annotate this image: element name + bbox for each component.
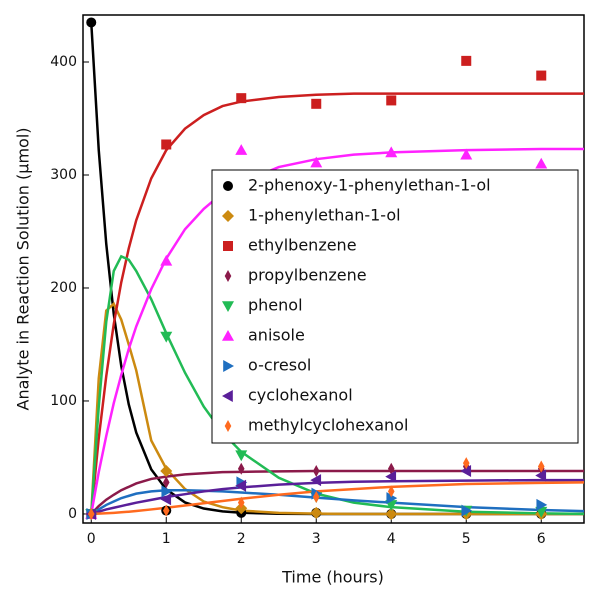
point xyxy=(460,148,473,160)
legend-marker xyxy=(222,301,234,312)
y-tick-label: 100 xyxy=(50,393,77,409)
legend-label: ethylbenzene xyxy=(248,236,357,255)
legend-marker xyxy=(223,181,233,191)
y-tick-label: 300 xyxy=(50,167,77,183)
point xyxy=(312,465,320,478)
point xyxy=(387,462,395,475)
y-tick-label: 0 xyxy=(68,506,77,522)
point xyxy=(537,460,545,473)
legend-label: 1-phenylethan-1-ol xyxy=(248,206,401,225)
legend-marker xyxy=(224,270,232,282)
point xyxy=(86,17,97,28)
point xyxy=(462,457,470,470)
point xyxy=(310,474,322,487)
legend-label: phenol xyxy=(248,296,303,315)
point xyxy=(536,498,548,511)
legend-label: methylcyclohexanol xyxy=(248,416,408,435)
fit-line xyxy=(90,254,584,516)
point xyxy=(87,507,95,520)
point xyxy=(461,504,473,517)
x-tick-label: 2 xyxy=(237,531,246,547)
y-tick-label: 200 xyxy=(50,280,77,296)
point xyxy=(535,157,548,169)
y-axis-label: Analyte in Reaction Solution (μmol) xyxy=(14,127,33,410)
legend-label: anisole xyxy=(248,326,305,345)
plot-frame xyxy=(82,14,585,524)
legend-label: propylbenzene xyxy=(248,266,367,285)
point xyxy=(161,485,173,498)
point xyxy=(160,331,173,343)
legend-label: cyclohexanol xyxy=(248,386,353,405)
point xyxy=(536,70,547,81)
legend-marker xyxy=(222,330,234,341)
x-tick-label: 3 xyxy=(312,531,321,547)
point xyxy=(160,254,173,266)
point xyxy=(160,465,173,478)
point xyxy=(386,492,398,505)
x-tick-label: 4 xyxy=(387,531,396,547)
point xyxy=(387,485,395,498)
point xyxy=(235,479,247,492)
fit-line xyxy=(90,488,584,516)
x-tick-label: 6 xyxy=(537,531,546,547)
point xyxy=(461,55,472,66)
point xyxy=(386,95,397,106)
legend-label: o-cresol xyxy=(248,356,311,375)
point xyxy=(385,146,398,158)
legend-box xyxy=(211,169,579,444)
point xyxy=(310,156,323,168)
point xyxy=(385,507,398,520)
fit-line xyxy=(90,147,584,515)
point xyxy=(235,144,248,155)
point xyxy=(535,469,547,482)
point xyxy=(235,450,248,462)
point xyxy=(310,506,323,519)
x-tick-label: 0 xyxy=(87,531,96,547)
point xyxy=(162,504,170,517)
point xyxy=(162,476,170,489)
fit-line xyxy=(90,92,584,515)
fit-line xyxy=(90,301,584,516)
point xyxy=(161,139,172,150)
legend-marker xyxy=(222,210,234,222)
point xyxy=(312,491,320,504)
legend-marker xyxy=(223,241,233,251)
point xyxy=(311,98,322,109)
point xyxy=(237,462,245,475)
point xyxy=(237,496,245,509)
fit-line xyxy=(90,478,584,516)
point xyxy=(385,470,397,483)
fit-line xyxy=(91,481,584,516)
x-axis-label: Time (hours) xyxy=(281,568,384,587)
legend-marker xyxy=(224,420,232,432)
fit-line xyxy=(90,469,584,515)
point xyxy=(236,93,247,104)
x-tick-label: 5 xyxy=(462,531,471,547)
legend-marker xyxy=(223,360,234,372)
x-tick-label: 1 xyxy=(162,531,171,547)
legend-marker xyxy=(222,390,233,402)
point xyxy=(460,465,472,478)
point xyxy=(160,493,172,506)
legend-label: 2-phenoxy-1-phenylethan-1-ol xyxy=(248,176,491,195)
y-tick-label: 400 xyxy=(50,54,77,70)
